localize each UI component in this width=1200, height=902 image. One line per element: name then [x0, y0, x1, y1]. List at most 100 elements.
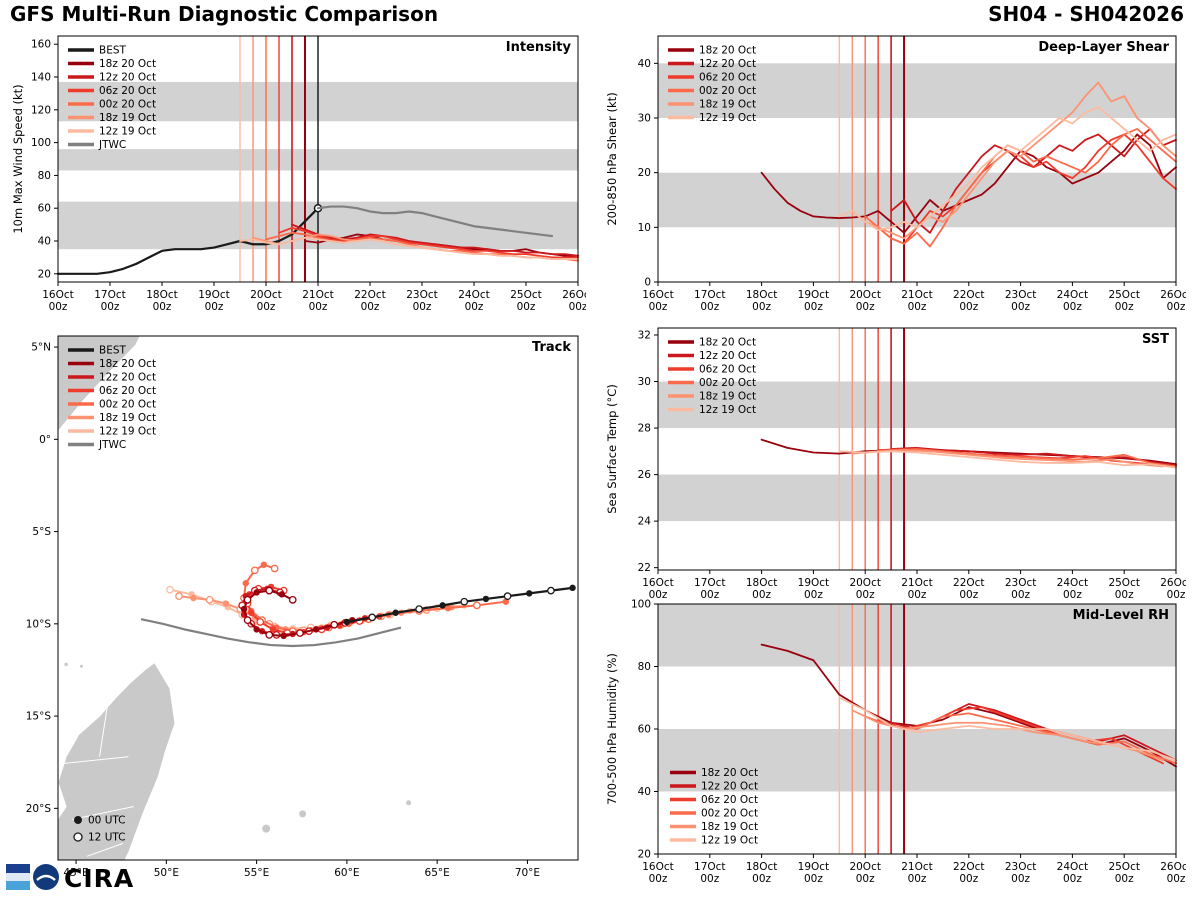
svg-text:00z: 00z	[1115, 301, 1134, 313]
svg-text:700-500 hPa Humidity (%): 700-500 hPa Humidity (%)	[605, 653, 619, 805]
svg-text:60°E: 60°E	[334, 867, 359, 879]
svg-text:21Oct: 21Oct	[302, 289, 334, 301]
svg-text:00z: 00z	[804, 589, 823, 601]
svg-text:JTWC: JTWC	[98, 139, 126, 151]
svg-text:19Oct: 19Oct	[798, 577, 830, 589]
svg-text:22: 22	[638, 562, 651, 574]
svg-text:00z: 00z	[1011, 589, 1030, 601]
svg-text:16Oct: 16Oct	[42, 289, 74, 301]
svg-text:18z 20 Oct: 18z 20 Oct	[699, 337, 756, 349]
svg-text:00z: 00z	[959, 301, 978, 313]
svg-text:20Oct: 20Oct	[250, 289, 282, 301]
cira-flag-stripe	[6, 864, 30, 873]
svg-text:19Oct: 19Oct	[798, 861, 830, 873]
svg-text:SST: SST	[1142, 332, 1169, 347]
svg-text:45°E: 45°E	[63, 867, 88, 879]
svg-text:30: 30	[638, 113, 651, 125]
svg-text:65°E: 65°E	[425, 867, 450, 879]
svg-text:00z: 00z	[517, 301, 536, 313]
svg-text:00z: 00z	[1167, 589, 1186, 601]
svg-text:00z: 00z	[257, 301, 276, 313]
svg-text:12z 20 Oct: 12z 20 Oct	[701, 781, 758, 793]
svg-text:00z: 00z	[804, 873, 823, 885]
svg-text:18z 20 Oct: 18z 20 Oct	[99, 58, 156, 70]
svg-text:00z: 00z	[649, 873, 668, 885]
svg-text:18Oct: 18Oct	[746, 861, 778, 873]
svg-text:00z: 00z	[1115, 873, 1134, 885]
svg-text:16Oct: 16Oct	[642, 861, 674, 873]
svg-text:120: 120	[31, 104, 51, 116]
svg-text:06z 20 Oct: 06z 20 Oct	[99, 385, 156, 397]
svg-text:17Oct: 17Oct	[94, 289, 126, 301]
svg-text:50°E: 50°E	[154, 867, 179, 879]
svg-text:17Oct: 17Oct	[694, 577, 726, 589]
svg-text:00z: 00z	[752, 873, 771, 885]
svg-text:18z 19 Oct: 18z 19 Oct	[99, 112, 156, 124]
svg-text:06z 20 Oct: 06z 20 Oct	[699, 364, 756, 376]
svg-text:00z: 00z	[959, 589, 978, 601]
svg-text:17Oct: 17Oct	[694, 289, 726, 301]
svg-text:18z 19 Oct: 18z 19 Oct	[99, 412, 156, 424]
svg-text:BEST: BEST	[99, 45, 127, 57]
svg-text:0: 0	[644, 277, 651, 289]
svg-text:18z 20 Oct: 18z 20 Oct	[701, 767, 758, 779]
cira-logo: CIRA	[4, 858, 164, 898]
svg-text:25Oct: 25Oct	[1108, 577, 1140, 589]
svg-text:23Oct: 23Oct	[1005, 577, 1037, 589]
svg-text:21Oct: 21Oct	[901, 861, 933, 873]
rh-chart: 16Oct00z17Oct00z18Oct00z19Oct00z20Oct00z…	[605, 599, 1192, 886]
svg-text:00z: 00z	[1011, 301, 1030, 313]
svg-text:00z: 00z	[413, 301, 432, 313]
svg-text:22Oct: 22Oct	[354, 289, 386, 301]
svg-text:18z 20 Oct: 18z 20 Oct	[99, 358, 156, 370]
header: GFS Multi-Run Diagnostic Comparison SH04…	[0, 0, 1200, 30]
svg-text:20Oct: 20Oct	[849, 861, 881, 873]
svg-text:12 UTC: 12 UTC	[88, 832, 126, 844]
storm-id: SH04 - SH042026	[988, 2, 1184, 26]
svg-text:00z: 00z	[1063, 301, 1082, 313]
svg-text:17Oct: 17Oct	[694, 861, 726, 873]
svg-text:10°S: 10°S	[26, 618, 52, 630]
svg-text:00z: 00z	[908, 873, 927, 885]
svg-text:00z: 00z	[804, 301, 823, 313]
svg-text:00z: 00z	[361, 301, 380, 313]
svg-text:18Oct: 18Oct	[746, 577, 778, 589]
svg-text:12z 19 Oct: 12z 19 Oct	[699, 404, 756, 416]
svg-text:00z: 00z	[1063, 589, 1082, 601]
svg-text:21Oct: 21Oct	[901, 577, 933, 589]
svg-text:60: 60	[38, 203, 51, 215]
svg-text:00z: 00z	[1115, 589, 1134, 601]
svg-text:24Oct: 24Oct	[1057, 861, 1089, 873]
track-chart: 45°E 50°E 55°E 60°E 65°E 70°E 5°N 0° 5°S 10°S 15°S…	[26, 335, 579, 879]
svg-text:Mid-Level RH: Mid-Level RH	[1073, 608, 1169, 623]
svg-text:26Oct: 26Oct	[562, 289, 586, 301]
svg-text:25Oct: 25Oct	[1108, 289, 1140, 301]
cira-flag-stripe	[6, 873, 30, 881]
svg-text:00z: 00z	[700, 301, 719, 313]
cira-logo-text: CIRA	[64, 864, 134, 893]
svg-text:20: 20	[638, 167, 651, 179]
svg-text:23Oct: 23Oct	[1005, 289, 1037, 301]
svg-text:80: 80	[38, 170, 51, 182]
page-title: GFS Multi-Run Diagnostic Comparison	[10, 2, 439, 26]
svg-text:10: 10	[638, 222, 651, 234]
svg-text:00z 20 Oct: 00z 20 Oct	[699, 377, 756, 389]
svg-text:Track: Track	[532, 340, 571, 355]
svg-text:00z: 00z	[1063, 873, 1082, 885]
svg-text:00z: 00z	[465, 301, 484, 313]
svg-text:140: 140	[31, 72, 51, 84]
svg-text:19Oct: 19Oct	[198, 289, 230, 301]
cira-emblem-wave-icon	[36, 874, 56, 881]
svg-text:12z 20 Oct: 12z 20 Oct	[699, 58, 756, 70]
svg-text:20: 20	[638, 849, 651, 861]
svg-text:00z: 00z	[649, 301, 668, 313]
svg-text:25Oct: 25Oct	[510, 289, 542, 301]
track-panel: 45°E 50°E 55°E 60°E 65°E 70°E 5°N 0° 5°S 10°S 15°S…	[8, 330, 586, 890]
deep-layer-shear-panel: 16Oct 00z 17Oct 00z 18Oct 00z 19Oct 00z 20Oct 00z…	[602, 30, 1192, 326]
svg-text:200-850 hPa Shear (kt): 200-850 hPa Shear (kt)	[605, 92, 619, 225]
svg-text:25Oct: 25Oct	[1108, 861, 1140, 873]
svg-text:00z: 00z	[752, 589, 771, 601]
cira-flag-stripe	[6, 881, 30, 890]
svg-text:12z 19 Oct: 12z 19 Oct	[99, 126, 156, 138]
svg-text:80: 80	[638, 661, 651, 673]
